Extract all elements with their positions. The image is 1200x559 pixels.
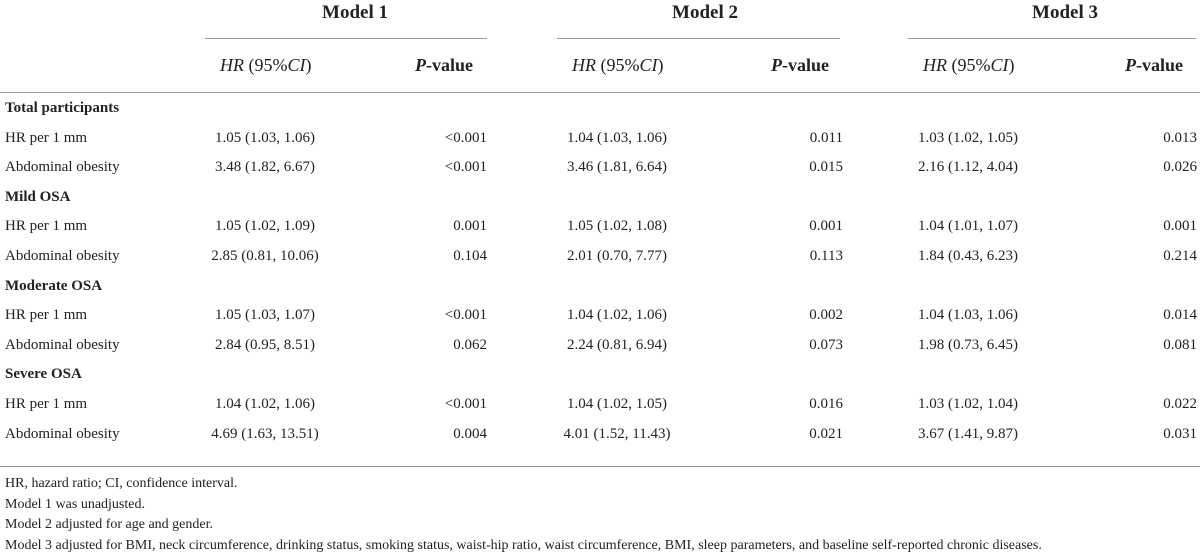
table-row: HR per 1 mm 1.04 (1.02, 1.06) <0.001 1.04 (… [0,396,1200,425]
section-row: Moderate OSA [0,278,1200,307]
hr-cell: 1.05 (1.02, 1.09) [215,218,315,235]
model-1-header: Model 1 [322,2,388,23]
p-value-subheader: P-value [415,55,473,75]
p-value-cell: 0.001 [809,218,843,235]
model-2-header: Model 2 [672,2,738,23]
p-value-cell: 0.013 [1163,129,1197,146]
p-value-cell: <0.001 [444,307,487,324]
hr-ci-subheader: HR (95%CI) [923,55,1015,75]
hr-cell: 1.04 (1.02, 1.05) [567,396,667,412]
p-value-cell: <0.001 [444,159,487,176]
p-value-cell: 0.011 [809,129,843,146]
p-value-subheader: P-value [1125,55,1183,75]
hr-cell: 1.84 (0.43, 6.23) [918,248,1018,264]
p-value-cell: 0.021 [809,425,843,442]
p-value-cell: 0.022 [1163,396,1197,412]
hr-cell: 4.01 (1.52, 11.43) [563,425,671,442]
section-row: Total participants [0,100,1200,129]
table-row: Abdominal obesity 2.84 (0.95, 8.51) 0.062 2… [0,337,1200,366]
hr-cell: 2.84 (0.95, 8.51) [215,336,315,353]
p-value-cell: 0.113 [809,248,843,264]
p-value-cell: <0.001 [444,129,487,146]
section-label: Severe OSA [5,366,82,383]
section-row: Mild OSA [0,189,1200,218]
footnote: HR, hazard ratio; CI, confidence interva… [5,476,238,491]
footnote: Model 3 adjusted for BMI, neck circumfer… [5,537,1042,553]
header-rule [0,92,1200,93]
hr-cell: 3.67 (1.41, 9.87) [918,425,1018,442]
hr-cell: 1.04 (1.01, 1.07) [918,218,1018,235]
row-label: Abdominal obesity [5,248,120,264]
model-2-rule [557,38,840,39]
p-value-cell: 0.015 [809,159,843,176]
section-label: Mild OSA [5,188,71,205]
hr-ci-subheader: HR (95%CI) [220,55,312,75]
hr-cell: 1.04 (1.02, 1.06) [567,307,667,324]
hr-cell: 1.05 (1.03, 1.06) [215,129,315,146]
hr-cell: 1.04 (1.03, 1.06) [918,307,1018,324]
table-row: Abdominal obesity 2.85 (0.81, 10.06) 0.104… [0,248,1200,277]
table-row: Abdominal obesity 4.69 (1.63, 13.51) 0.004… [0,426,1200,455]
model-3-rule [908,38,1196,39]
p-value-cell: 0.001 [453,218,487,235]
p-value-cell: 0.031 [1163,425,1197,442]
hr-cell: 1.05 (1.02, 1.08) [567,218,667,235]
hr-cell: 2.01 (0.70, 7.77) [567,248,667,264]
row-label: HR per 1 mm [5,218,88,235]
bottom-rule [0,466,1200,467]
table-row: Abdominal obesity 3.48 (1.82, 6.67) <0.001… [0,159,1200,188]
section-row: Severe OSA [0,366,1200,395]
row-label: HR per 1 mm [5,396,88,412]
hr-cell: 1.03 (1.02, 1.05) [918,129,1018,146]
p-value-subheader: P-value [771,55,829,75]
hr-cell: 2.85 (0.81, 10.06) [211,248,319,264]
row-label: Abdominal obesity [5,159,120,176]
hr-cell: 3.48 (1.82, 6.67) [215,159,315,176]
p-value-cell: 0.062 [453,336,487,353]
hr-cell: 3.46 (1.81, 6.64) [567,159,667,176]
p-value-cell: 0.004 [453,425,487,442]
hr-cell: 1.04 (1.02, 1.06) [215,396,315,412]
p-value-cell: 0.002 [809,307,843,324]
hr-cell: 1.04 (1.03, 1.06) [567,129,667,146]
hr-cell: 1.98 (0.73, 6.45) [918,336,1018,353]
p-value-cell: 0.081 [1163,336,1197,353]
footnote: Model 2 adjusted for age and gender. [5,517,213,532]
p-value-cell: 0.001 [1163,218,1197,235]
hr-cell: 4.69 (1.63, 13.51) [211,425,319,442]
section-label: Moderate OSA [5,277,103,294]
model-1-rule [205,38,487,39]
row-label: Abdominal obesity [5,336,120,353]
p-value-cell: 0.104 [453,248,487,264]
p-value-cell: 0.214 [1163,248,1197,264]
model-3-header: Model 3 [1032,2,1098,23]
table-footnotes: HR, hazard ratio; CI, confidence interva… [5,474,1042,556]
hr-cell: 1.05 (1.03, 1.07) [215,307,315,324]
row-label: HR per 1 mm [5,307,88,324]
section-label: Total participants [5,100,120,116]
table-row: HR per 1 mm 1.05 (1.03, 1.06) <0.001 1.04 (… [0,130,1200,159]
table-row: HR per 1 mm 1.05 (1.03, 1.07) <0.001 1.04 (… [0,307,1200,336]
hr-ci-subheader: HR (95%CI) [572,55,664,75]
hr-cell: 1.03 (1.02, 1.04) [918,396,1018,412]
p-value-cell: <0.001 [444,396,487,412]
p-value-cell: 0.026 [1163,159,1197,176]
hr-cell: 2.16 (1.12, 4.04) [918,159,1018,176]
p-value-cell: 0.016 [809,396,843,412]
p-value-cell: 0.014 [1163,307,1197,324]
p-value-cell: 0.073 [809,336,843,353]
table-row: HR per 1 mm 1.05 (1.02, 1.09) 0.001 1.05 (1… [0,218,1200,247]
footnote: Model 1 was unadjusted. [5,496,145,512]
hr-cell: 2.24 (0.81, 6.94) [567,336,667,353]
row-label: Abdominal obesity [5,425,120,442]
row-label: HR per 1 mm [5,129,88,146]
